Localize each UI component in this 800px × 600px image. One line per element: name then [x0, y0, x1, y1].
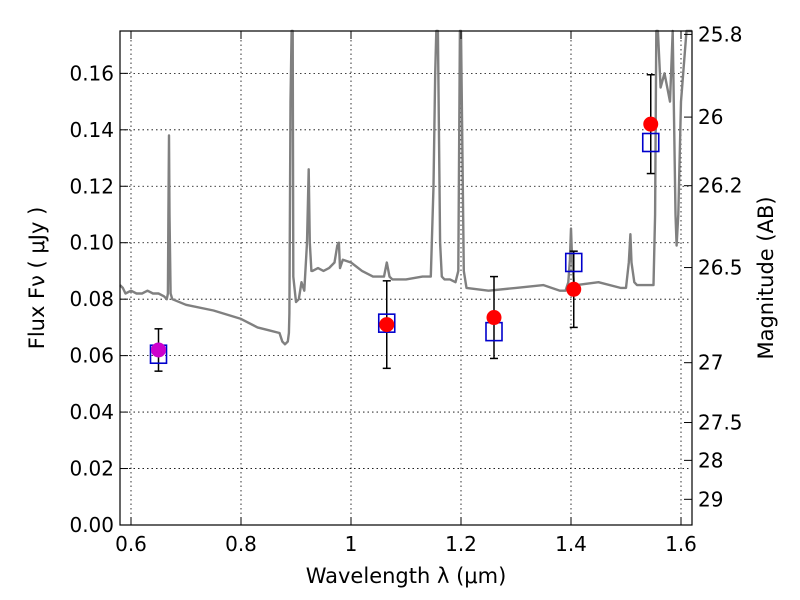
- y2-tick-label: 26.5: [698, 256, 743, 280]
- x-tick-label: 1.4: [555, 532, 587, 556]
- x-tick-label: 0.6: [115, 532, 147, 556]
- model-square-point: [377, 313, 396, 333]
- y-tick-label: 0.16: [69, 61, 114, 85]
- plot-frame: [119, 30, 693, 526]
- spectrum-line: [119, 29, 692, 346]
- error-bar-layer: [154, 74, 655, 372]
- y-tick-label: 0.00: [69, 513, 114, 537]
- observed-circle-point: [379, 317, 395, 333]
- spectrum-line-layer: [119, 29, 692, 346]
- observed-circle-layer: [151, 116, 659, 358]
- x-tick-label: 0.8: [225, 532, 257, 556]
- model-square-layer: [149, 132, 660, 365]
- y2-tick-label: 26: [698, 105, 723, 129]
- y-tick-label: 0.12: [69, 174, 114, 198]
- observed-circle-point: [486, 310, 502, 326]
- y2-axis-label: Magnitude (AB): [754, 196, 778, 359]
- grid-lines: [120, 31, 692, 526]
- x-tick-label: 1.2: [445, 532, 477, 556]
- y-tick-label: 0.02: [69, 457, 114, 481]
- y-tick-label: 0.08: [69, 287, 114, 311]
- y2-tick-label: 25.8: [698, 22, 743, 46]
- y-tick-label: 0.10: [69, 231, 114, 255]
- y2-tick-label: 26.2: [698, 174, 743, 198]
- observed-circle-point: [566, 281, 582, 297]
- y-tick-label: 0.14: [69, 118, 114, 142]
- y2-tick-label: 28: [698, 448, 723, 472]
- y-tick-label: 0.04: [69, 400, 114, 424]
- axis-ticks: 0.6 0.8 1 1.2 1.4 1.6 0.00 0.02 0.04 0.06 0.08 0.10…: [69, 22, 742, 556]
- y2-tick-label: 29: [698, 487, 723, 511]
- y2-tick-label: 27: [698, 351, 723, 375]
- model-square-point: [564, 252, 583, 273]
- x-tick-label: 1.6: [665, 532, 697, 556]
- y-tick-label: 0.06: [69, 344, 114, 368]
- x-axis-label: Wavelength λ (μm): [306, 564, 507, 588]
- x-tick-label: 1: [345, 532, 358, 556]
- model-square-point: [641, 132, 660, 153]
- observed-circle-point: [643, 116, 659, 132]
- y2-tick-label: 27.5: [698, 411, 743, 435]
- y-axis-label: Flux Fν ( μJy ): [25, 207, 49, 350]
- observed-circle-point: [151, 342, 166, 358]
